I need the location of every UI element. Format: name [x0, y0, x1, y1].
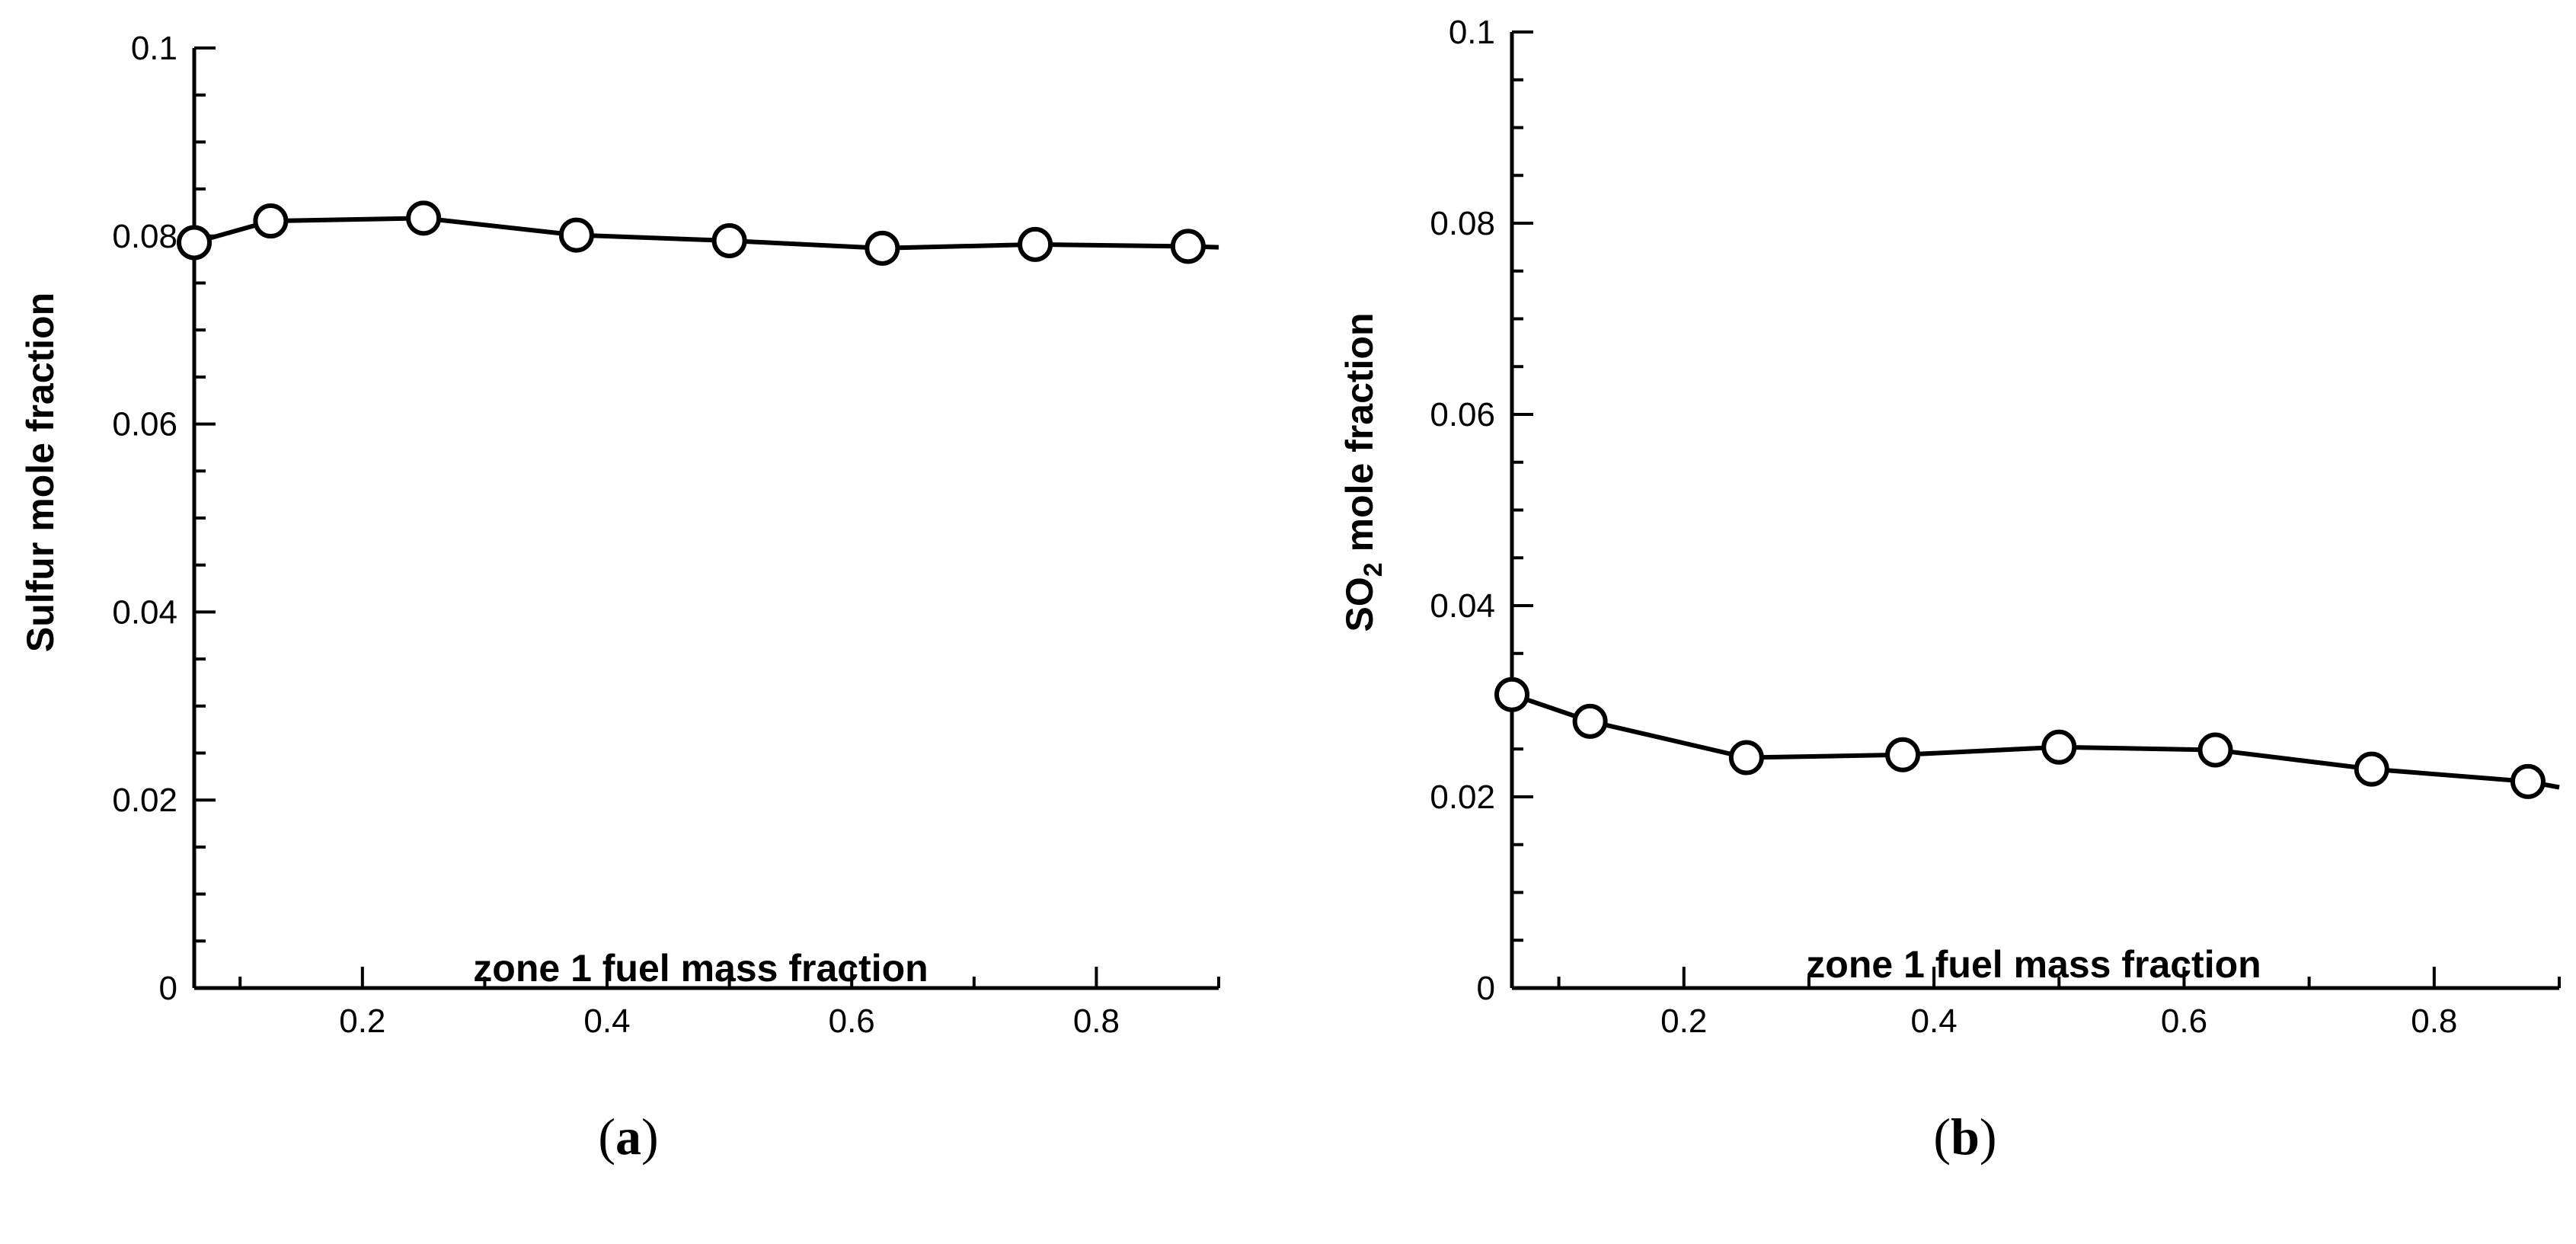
- panel-b: SO2 mole fraction zone 1 fuel mass fract…: [1338, 14, 2561, 1166]
- data-point: [2197, 732, 2233, 768]
- data-point: [177, 225, 212, 261]
- data-point: [406, 200, 442, 236]
- panel-label-a: (a): [598, 1108, 658, 1166]
- y-tick-label: 0.04: [1430, 587, 1495, 625]
- x-tick-label: 0.2: [339, 1003, 385, 1040]
- data-point: [2354, 751, 2389, 787]
- y-tick-label: 0.06: [1430, 396, 1495, 433]
- y-tick-label: 0.1: [1449, 14, 1495, 51]
- y-tick-label: 0.1: [131, 30, 177, 67]
- panel-label-a-letter: a: [615, 1108, 641, 1166]
- y-tick-label: 0.08: [1430, 205, 1495, 242]
- x-tick-label: 0.2: [1660, 1003, 1707, 1040]
- data-point: [1885, 737, 1921, 772]
- x-tick-label: 0.8: [1073, 1003, 1120, 1040]
- panel-a: Sulfur mole fraction zone 1 fuel mass fr…: [19, 30, 1220, 1166]
- data-point: [1170, 229, 1206, 264]
- x-tick-label: 0.8: [2411, 1003, 2457, 1040]
- x-tick-label: 0.6: [829, 1003, 875, 1040]
- data-point: [2041, 729, 2077, 765]
- data-point: [1728, 740, 1764, 776]
- x-axis-title-a: zone 1 fuel mass fraction: [473, 947, 928, 990]
- y-axis-title-b-rest: mole fraction: [1338, 312, 1381, 562]
- y-tick-label: 0.02: [1430, 779, 1495, 816]
- data-point: [711, 222, 747, 258]
- y-tick-label: 0.06: [112, 406, 177, 443]
- y-tick-label: 0: [159, 970, 177, 1007]
- y-tick-label: 0.04: [112, 593, 177, 631]
- data-point: [865, 230, 900, 266]
- data-point: [2510, 763, 2546, 799]
- y-tick-label: 0.02: [112, 782, 177, 819]
- y-axis-title-b-main: SO: [1338, 577, 1381, 632]
- y-axis-title-b: SO2 mole fraction: [1338, 312, 1388, 632]
- series-line-a: [193, 216, 1219, 251]
- x-tick-label: 0.4: [583, 1003, 630, 1040]
- panel-label-b: (b): [1933, 1108, 1996, 1166]
- data-point: [1572, 703, 1608, 739]
- x-axis-title-b: zone 1 fuel mass fraction: [1806, 943, 2261, 986]
- data-point: [558, 217, 594, 253]
- y-tick-label: 0: [1477, 970, 1495, 1007]
- x-tick-label: 0.4: [1911, 1003, 1958, 1040]
- y-axis-title-b-sub: 2: [1359, 562, 1388, 577]
- y-tick-label: 0.08: [112, 218, 177, 255]
- data-point: [1494, 676, 1529, 712]
- y-axis-title-a: Sulfur mole fraction: [19, 293, 62, 652]
- panel-label-b-letter: b: [1951, 1108, 1980, 1166]
- series-line-b: [1511, 692, 2560, 790]
- x-tick-label: 0.6: [2161, 1003, 2207, 1040]
- data-point: [1018, 226, 1053, 262]
- data-point: [253, 203, 289, 239]
